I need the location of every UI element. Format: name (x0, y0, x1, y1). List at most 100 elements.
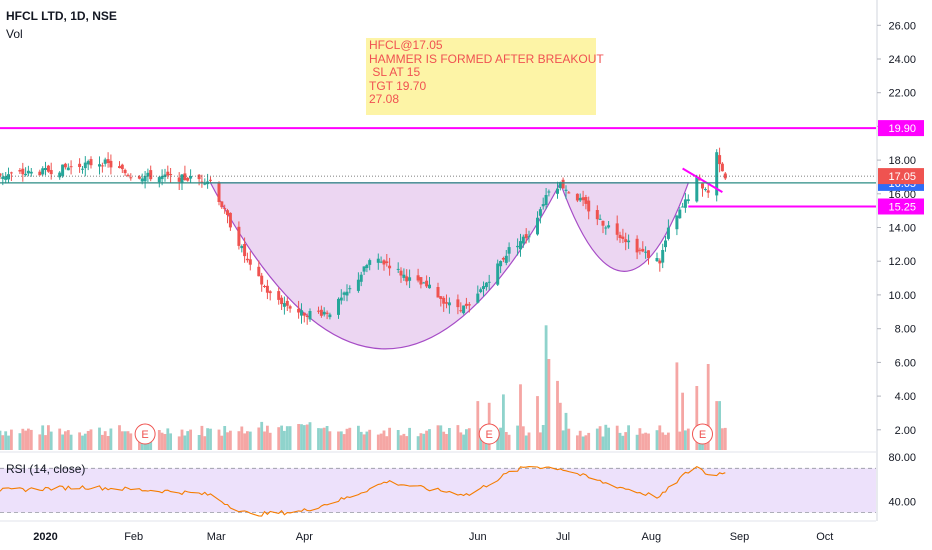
volume-bar (496, 431, 500, 450)
volume-bar (641, 433, 645, 450)
candle-body (388, 265, 392, 269)
candle-body (166, 171, 170, 176)
candle-body (18, 170, 22, 172)
volume-bar (237, 431, 241, 450)
candle-body (703, 189, 707, 190)
candle-body (129, 177, 133, 179)
candle-body (328, 314, 332, 318)
volume-bar (607, 427, 610, 450)
volume-bar (24, 430, 27, 450)
candle-body (496, 263, 500, 285)
candle-body (29, 171, 33, 174)
candle-body (109, 160, 113, 168)
candle-body (223, 208, 227, 210)
candle-body (459, 310, 463, 312)
volume-bar (425, 430, 428, 450)
candle-body (66, 167, 70, 171)
y-tick-label: 6.00 (895, 357, 916, 369)
volume-bar (359, 431, 363, 450)
rsi-label[interactable]: RSI (14, close) (6, 462, 86, 476)
candle-body (322, 311, 326, 315)
volume-bar (1, 435, 5, 450)
volume-bar (502, 394, 505, 450)
y-tick-label: 24.00 (888, 54, 916, 66)
volume-bar (280, 425, 283, 450)
candle-body (365, 265, 369, 268)
y-tick-label: 14.00 (888, 223, 916, 235)
candlestick-series (0, 147, 727, 325)
candle-body (98, 164, 101, 167)
candle-body (647, 250, 650, 258)
volume-bar (223, 426, 227, 450)
candle-body (143, 176, 147, 182)
volume-bar (21, 428, 25, 450)
rsi-tick-label: 40.00 (888, 496, 916, 508)
volume-bar (49, 431, 53, 450)
trendline (682, 167, 723, 193)
candle-body (706, 190, 710, 193)
candle-body (482, 286, 485, 289)
x-tick-label: Oct (816, 531, 833, 543)
volume-bar (442, 431, 446, 450)
candle-body (240, 246, 244, 249)
volume-bar (183, 435, 187, 450)
x-tick-label: Sep (730, 531, 750, 543)
volume-bar (621, 435, 625, 450)
volume-bar (715, 401, 719, 450)
candle-body (160, 175, 164, 180)
candle-body (399, 270, 403, 276)
volume-bar (129, 433, 133, 450)
volume-bar (200, 425, 204, 450)
volume-bar (422, 433, 426, 450)
volume-bar (595, 428, 599, 450)
chart-title: HFCL LTD, 1D, NSE (6, 9, 117, 23)
volume-bar (524, 435, 528, 450)
volume-bar (581, 436, 585, 450)
candle-body (243, 244, 247, 257)
volume-bar (695, 386, 699, 450)
volume-bar (342, 434, 346, 450)
volume-bar (547, 359, 551, 450)
candle-body (245, 258, 249, 261)
volume-bar (288, 426, 292, 450)
candle-body (402, 274, 406, 278)
candle-body (484, 282, 488, 288)
volume-bar (456, 425, 460, 450)
annotation-note[interactable]: HFCL@17.05 HAMMER IS FORMED AFTER BREAKO… (366, 38, 604, 115)
candle-body (524, 234, 528, 239)
volume-bar (439, 425, 443, 450)
volume-bar (44, 435, 47, 450)
candle-body (226, 210, 229, 216)
y-tick-label: 16.00 (888, 189, 916, 201)
candle-body (146, 172, 150, 177)
candle-body (587, 200, 591, 212)
candle-body (428, 284, 431, 289)
note-line: HFCL@17.05 (369, 38, 443, 52)
candle-body (715, 152, 719, 196)
volume-bar (647, 433, 650, 450)
volume-bar (587, 432, 591, 450)
candle-body (137, 176, 141, 179)
volume-bar (308, 422, 312, 450)
candle-body (183, 173, 187, 180)
volume-bar (163, 434, 167, 450)
volume-bar (601, 436, 605, 450)
earnings-marker-label: E (486, 429, 493, 441)
note-line: TGT 19.70 (369, 78, 427, 93)
candle-body (624, 239, 628, 243)
candle-body (126, 174, 130, 176)
volume-bar (27, 428, 30, 450)
volume-bar (476, 401, 480, 450)
volume-bar (10, 429, 13, 450)
candle-body (186, 178, 190, 181)
volume-bar (723, 427, 727, 450)
candle-body (118, 166, 121, 168)
volume-bar (544, 325, 548, 450)
candle-body (607, 225, 611, 228)
volume-bar (328, 431, 332, 450)
candle-body (200, 181, 204, 183)
volume-bar (0, 430, 2, 450)
candle-body (419, 277, 423, 285)
candle-body (362, 266, 366, 272)
